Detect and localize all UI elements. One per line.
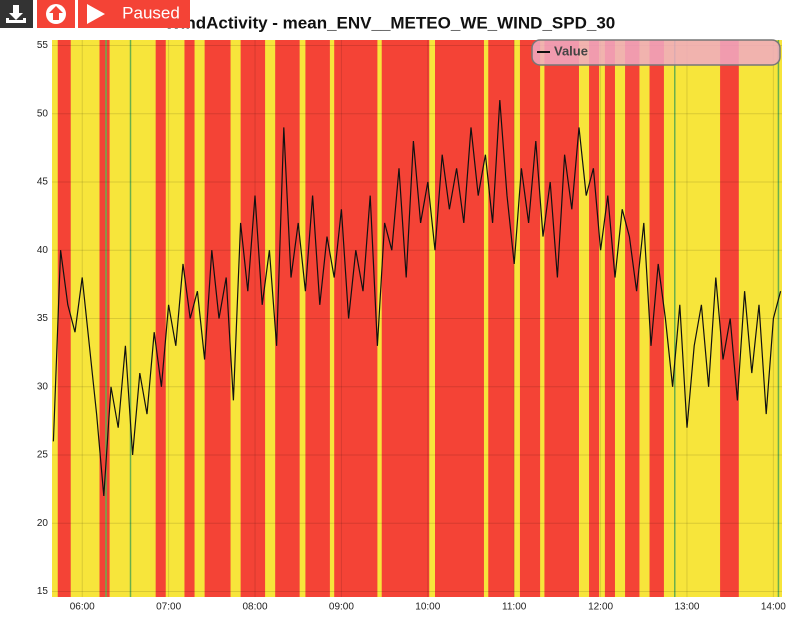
y-tick-label: 20	[37, 518, 49, 529]
download-button[interactable]	[0, 0, 33, 28]
y-tick-label: 35	[37, 313, 49, 324]
x-tick-label: 10:00	[415, 602, 440, 613]
series	[52, 100, 782, 497]
state-band	[52, 40, 58, 597]
grid	[52, 40, 782, 597]
pause-toggle[interactable]: Paused	[78, 0, 190, 28]
state-band	[777, 40, 780, 597]
x-tick-label: 08:00	[243, 602, 268, 613]
state-band	[265, 40, 276, 597]
state-band	[165, 40, 185, 597]
legend-label: Value	[554, 43, 588, 58]
y-tick-label: 40	[37, 245, 49, 256]
x-tick-label: 13:00	[674, 602, 699, 613]
status-label: Paused	[122, 3, 180, 22]
x-tick-label: 11:00	[502, 602, 527, 613]
y-tick-label: 45	[37, 177, 49, 188]
state-band	[230, 40, 241, 597]
state-band	[540, 40, 545, 597]
chart-title: WindActivity - mean_ENV__METEO_WE_WIND_S…	[165, 13, 615, 32]
state-band	[70, 40, 100, 597]
series-line	[52, 100, 782, 497]
state-band	[578, 40, 590, 597]
state-band	[109, 40, 156, 597]
state-band	[329, 40, 335, 597]
state-band	[194, 40, 205, 597]
state-band	[429, 40, 435, 597]
state-band	[105, 40, 107, 597]
y-tick-label: 55	[37, 40, 49, 51]
state-band	[614, 40, 626, 597]
x-tick-label: 12:00	[588, 602, 613, 613]
y-tick-label: 50	[37, 108, 49, 119]
state-band	[514, 40, 520, 597]
y-tick-label: 15	[37, 586, 49, 597]
x-tick-label: 06:00	[70, 602, 95, 613]
y-tick-label: 30	[37, 381, 49, 392]
axes: 15 20 25 30 35 40 45 50 55 06:00 07:00 08:00 09:00 10…	[37, 40, 786, 613]
state-band	[674, 40, 676, 597]
legend-box	[531, 39, 781, 66]
state-band	[639, 40, 650, 597]
plot-background	[52, 40, 782, 597]
state-band	[483, 40, 489, 597]
state-band	[299, 40, 306, 597]
x-tick-label: 07:00	[156, 602, 181, 613]
state-band	[129, 40, 132, 597]
x-tick-label: 09:00	[329, 602, 354, 613]
state-band	[599, 40, 605, 597]
upload-button[interactable]	[37, 0, 75, 28]
x-tick-label: 14:00	[761, 602, 786, 613]
state-band	[663, 40, 721, 597]
legend: Value	[531, 39, 781, 66]
y-tick-label: 25	[37, 450, 49, 461]
